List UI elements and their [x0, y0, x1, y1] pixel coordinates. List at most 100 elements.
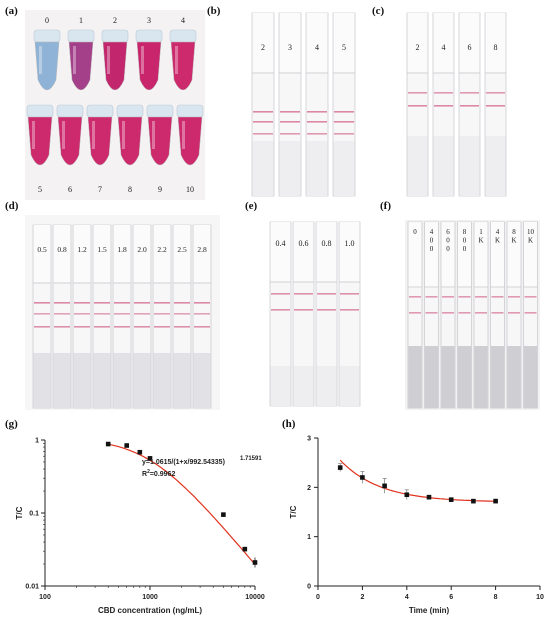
test-strip: [490, 221, 505, 409]
strip-label: 2.8: [197, 245, 207, 254]
strip-label: 1.0: [345, 239, 355, 248]
test-strip: [152, 224, 172, 409]
test-strip: [305, 12, 329, 197]
strip-label: 0: [430, 245, 434, 253]
test-strip: [432, 12, 455, 197]
x-tick-label: 10000: [245, 594, 265, 601]
strip-label: 0.6: [299, 239, 309, 248]
strips-drawing-e: 0.4 0.6 0.8 1.0: [269, 221, 361, 407]
tube: [26, 104, 54, 166]
data-point: [137, 449, 143, 455]
tube: [67, 29, 95, 91]
test-strip: [407, 221, 423, 409]
strip-label: 0: [463, 237, 467, 245]
strip-label: 0: [413, 228, 417, 236]
data-point: [493, 498, 498, 504]
panel-label-d: (d): [5, 200, 19, 212]
strip-label: 8: [494, 43, 498, 52]
tube-label: 5: [38, 185, 42, 194]
strip-label: 0.8: [322, 239, 332, 248]
strips-drawing-d: 0.5 0.8 1.2 1.5 1.8 2.0 2.2 2.5 2.8: [25, 215, 220, 410]
strips-drawing-b: 2 3 4 5: [251, 12, 356, 197]
tube-label: 1: [79, 16, 83, 25]
tube: [176, 104, 204, 166]
x-axis-label: CBD concentration (ng/mL): [98, 606, 202, 615]
y-axis-label: T/C: [15, 506, 24, 519]
strip-label: 10: [527, 228, 535, 236]
tube-label: 8: [128, 185, 132, 194]
panel-label-b: (b): [207, 5, 221, 17]
data-point: [426, 494, 432, 500]
strip-label: 2.2: [157, 245, 167, 254]
data-point: [252, 560, 258, 565]
tube-label: 2: [113, 16, 117, 25]
y-tick-label: 1: [35, 438, 39, 445]
data-point: [404, 492, 410, 498]
test-strip: [92, 224, 112, 409]
strip-label: 0.5: [37, 245, 47, 254]
strips-photo-d: 0.5 0.8 1.2 1.5 1.8 2.0 2.2 2.5 2.8: [25, 215, 220, 410]
y-tick-label: 1: [307, 534, 311, 541]
tube: [101, 29, 129, 91]
tube-label: 4: [181, 16, 185, 25]
panel-label-c: (c): [372, 5, 385, 17]
strip-label: 0: [430, 237, 434, 245]
strip-label: 6: [446, 228, 450, 236]
strip-label: 4: [315, 43, 319, 52]
tube-label: 7: [98, 185, 102, 194]
x-tick-label: 8: [494, 594, 498, 601]
panel-label-f: (f): [380, 200, 391, 212]
panel-label-a: (a): [5, 5, 18, 17]
x-tick-label: 6: [449, 594, 453, 601]
test-strip: [506, 221, 522, 409]
data-point: [105, 441, 111, 447]
x-axis-label: Time (min): [409, 606, 450, 615]
tube-label: 0: [45, 16, 49, 25]
data-point: [242, 546, 248, 552]
strip-label: 0: [446, 245, 450, 253]
tube-label: 10: [186, 185, 194, 194]
strip-label: K: [528, 237, 533, 245]
strip-label: 1.2: [77, 245, 87, 254]
x-tick-label: 4: [405, 594, 409, 601]
strip-label: 4: [442, 43, 446, 52]
test-strip: [332, 12, 356, 197]
x-tick-label: 1000: [142, 594, 158, 601]
test-strip: [32, 224, 52, 409]
strip-label: 4: [496, 228, 500, 236]
strip-label: 1.5: [97, 245, 107, 254]
strips-photo-c: 2 4 6 8: [395, 8, 525, 198]
panel-label-g: (g): [5, 418, 18, 430]
strip-label: 2: [261, 43, 265, 52]
r-squared: R2=0.9962: [142, 469, 175, 478]
test-strip: [424, 221, 439, 409]
strip-label: 2: [416, 43, 420, 52]
x-tick-label: 2: [360, 594, 364, 601]
tube: [86, 104, 114, 166]
y-axis-label: T/C: [289, 505, 298, 518]
x-tick-label: 10: [536, 594, 544, 601]
test-strip: [172, 224, 192, 409]
chart-h: 0 2 4 6 8 10 0 1 2 3 Time (min) T/C: [278, 420, 550, 616]
strip-label: 8: [463, 228, 467, 236]
y-tick-label: 0.01: [25, 584, 39, 591]
data-point: [337, 465, 343, 470]
data-point: [360, 475, 365, 480]
strip-label: K: [478, 237, 483, 245]
data-point: [382, 483, 387, 489]
strip-label: 1.8: [117, 245, 127, 254]
x-tick-label: 100: [39, 594, 51, 601]
tube: [169, 29, 197, 91]
strips-photo-f: 0 4 0 0 6 0 0 8 0 0 1 K 4 K 8 K 10 K: [405, 220, 540, 410]
test-strip: [338, 221, 361, 407]
test-strip: [52, 224, 72, 409]
strip-label: 0.8: [57, 245, 67, 254]
strip-label: 0.4: [276, 239, 286, 248]
data-point: [448, 497, 454, 502]
test-strip: [269, 221, 292, 407]
test-strip: [192, 224, 212, 409]
tube: [33, 29, 61, 91]
tubes-photo: 0 1 2 3 4 5 6 7 8 9 10: [25, 10, 205, 200]
strip-label: K: [495, 237, 500, 245]
chart-g-svg: 100 1000 10000 0.01 0.1 1 CBD concentration (n…: [15, 438, 265, 616]
